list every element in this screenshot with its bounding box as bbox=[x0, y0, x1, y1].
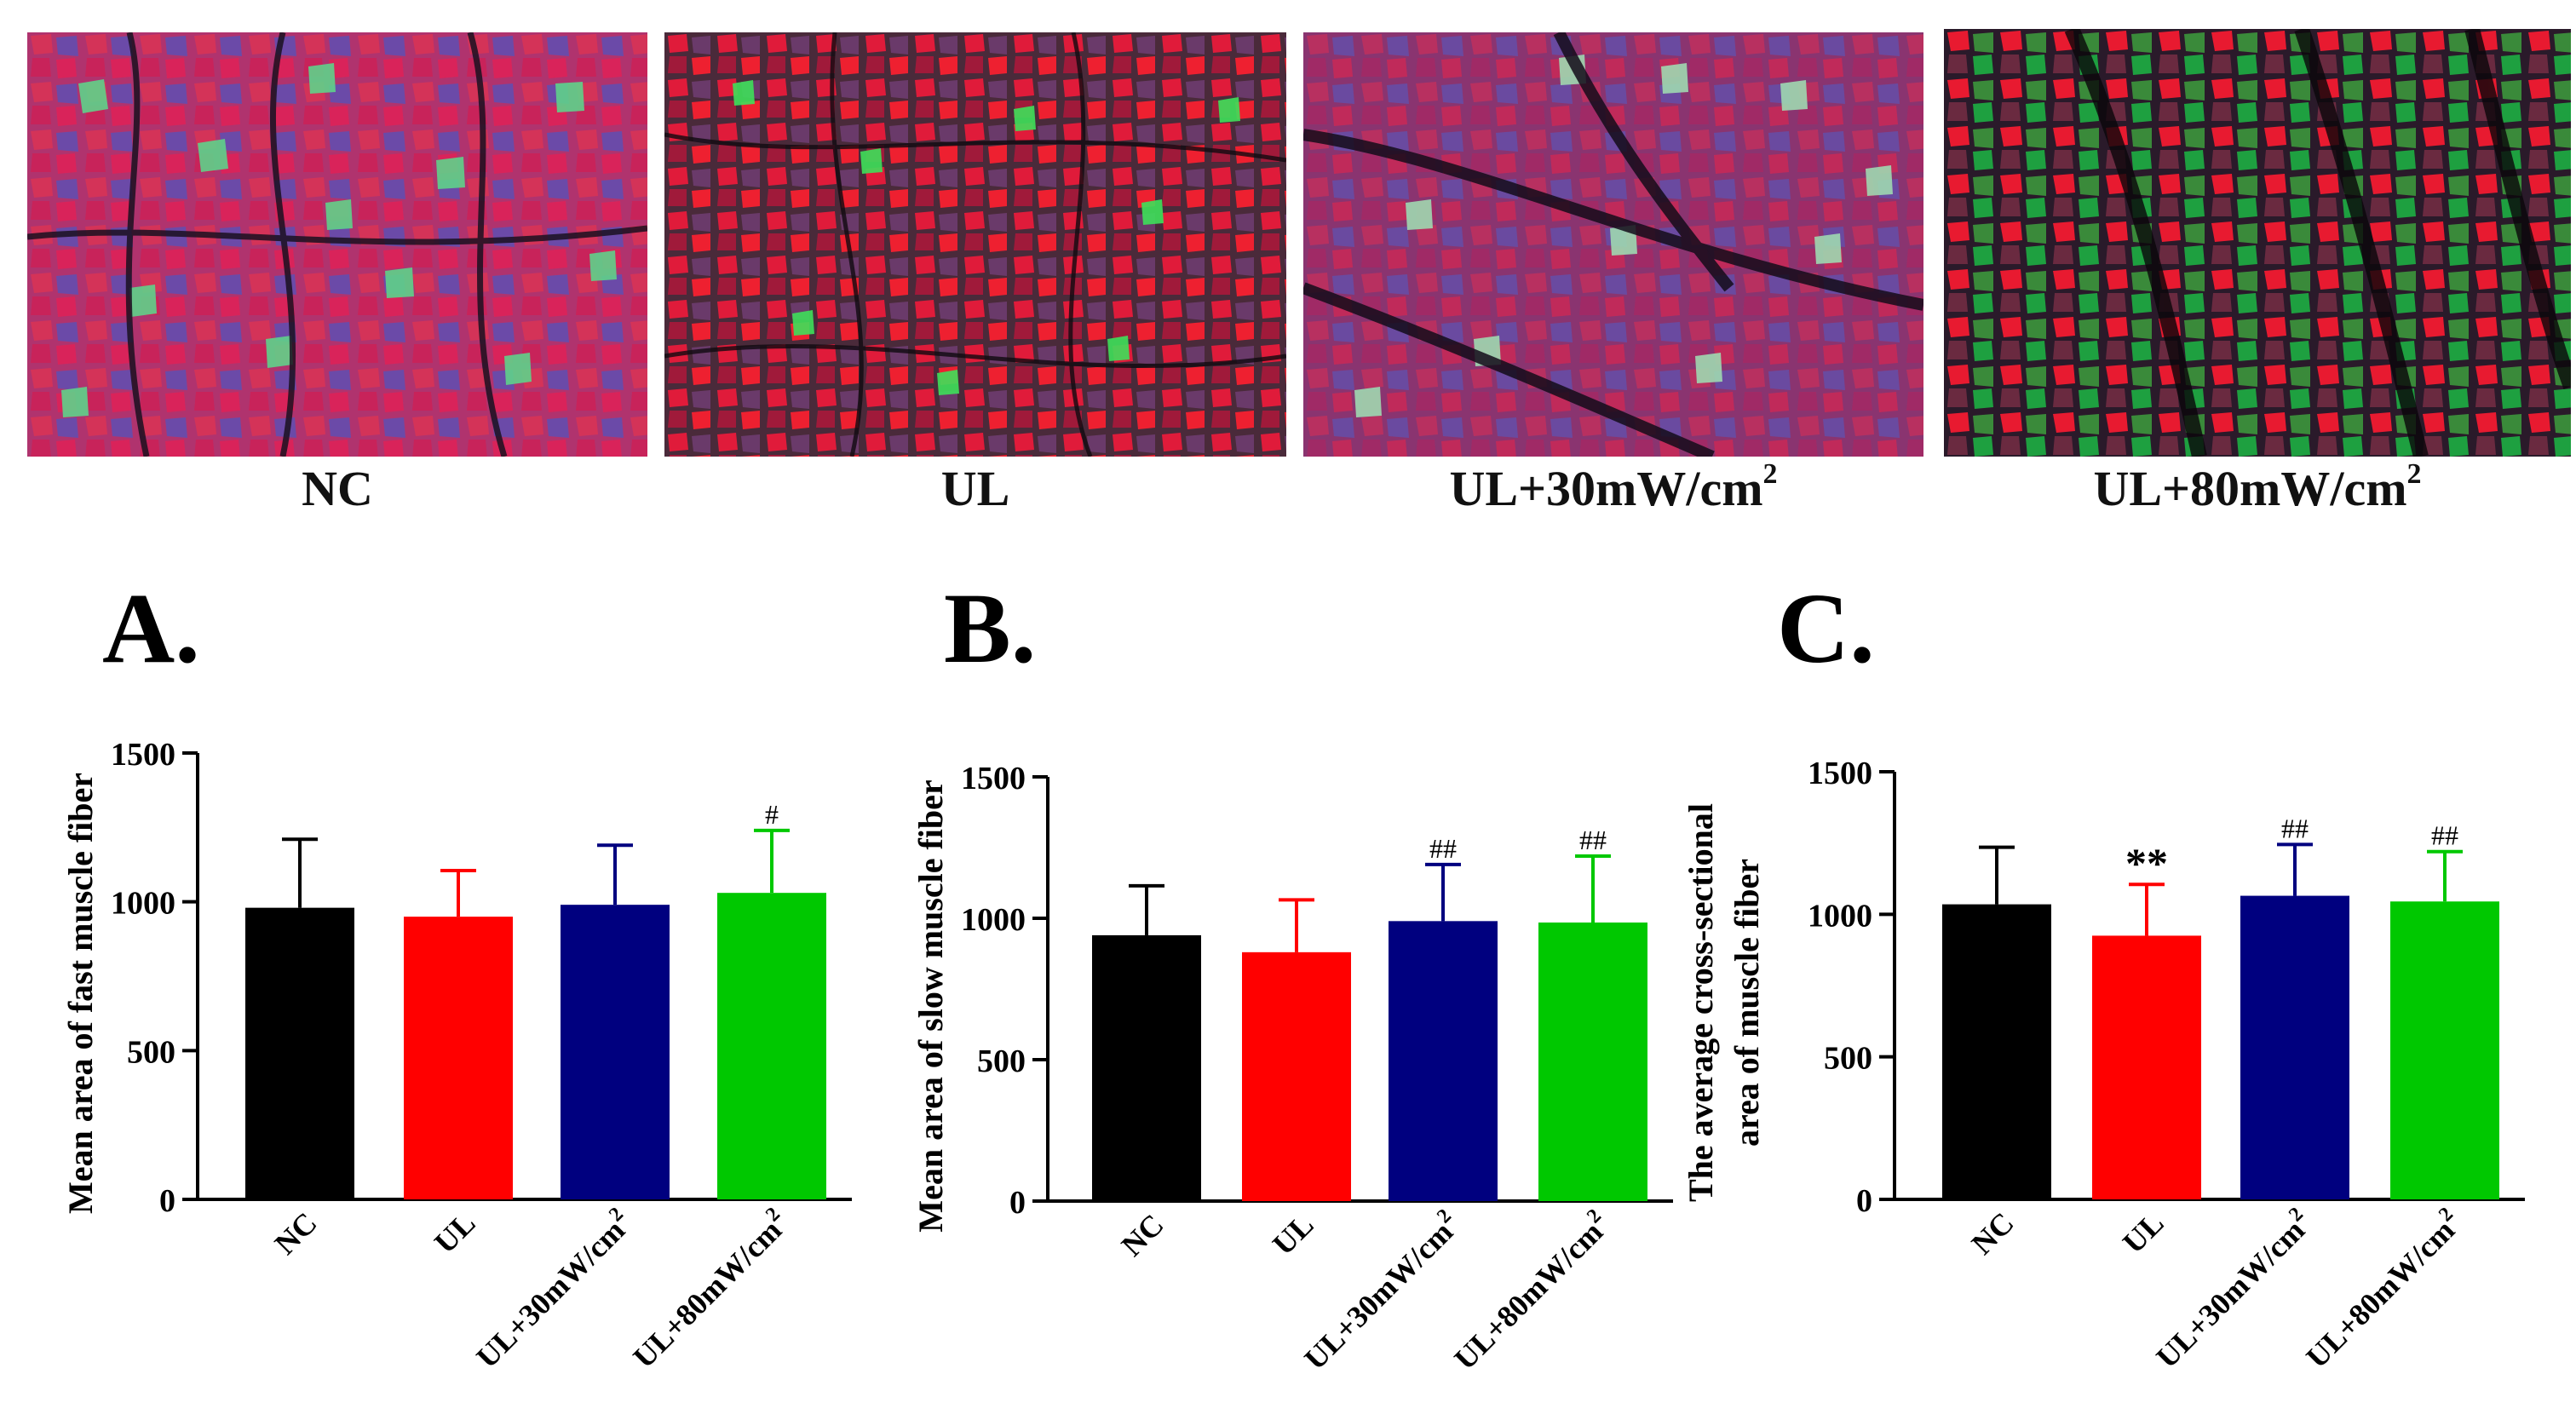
bar-ul-80mw-cm bbox=[2390, 901, 2499, 1199]
y-axis-label: Mean area of fast muscle fiber bbox=[61, 773, 100, 1214]
chart-c: 0 500 1000 1500 The average cross-sectional a… bbox=[1682, 756, 2525, 1375]
y-axis-label: The average cross-sectional bbox=[1682, 803, 1720, 1202]
y-axis-label: area of muscle fiber bbox=[1728, 859, 1766, 1147]
x-tick-label: UL+30mW/cm2 bbox=[467, 1204, 638, 1375]
y-tick-label: 0 bbox=[1856, 1183, 1872, 1219]
bar-ul-30mw-cm bbox=[1389, 921, 1498, 1201]
bar-ul-80mw-cm bbox=[1538, 922, 1647, 1201]
micrograph-label-ul: UL bbox=[940, 461, 1010, 516]
bar-ul-30mw-cm bbox=[561, 905, 670, 1199]
bar-ul-30mw-cm bbox=[2240, 895, 2349, 1199]
micrograph-nc bbox=[27, 32, 647, 457]
x-tick-label: NC bbox=[1965, 1205, 2021, 1261]
bar-ul bbox=[404, 917, 513, 1199]
significance-annotation: ## bbox=[1429, 833, 1457, 864]
significance-annotation: ** bbox=[2125, 839, 2168, 887]
x-tick-label: NC bbox=[268, 1205, 324, 1261]
x-tick-label: UL+80mW/cm2 bbox=[1445, 1205, 1616, 1377]
significance-annotation: ## bbox=[1579, 825, 1607, 855]
micrograph-ul bbox=[664, 32, 1286, 457]
y-tick-label: 1500 bbox=[1808, 756, 1872, 791]
y-tick-label: 1500 bbox=[111, 737, 175, 773]
micrograph-ul-80 bbox=[1944, 29, 2571, 457]
bar-ul bbox=[1242, 951, 1351, 1201]
bar-nc bbox=[1092, 934, 1201, 1201]
micrograph-ul-30 bbox=[1303, 32, 1923, 457]
x-tick-label: UL bbox=[2116, 1205, 2171, 1260]
y-tick-label: 0 bbox=[1009, 1185, 1026, 1221]
x-tick-label: NC bbox=[1115, 1207, 1170, 1262]
chart-b: 0 500 1000 1500 Mean area of slow muscle fib… bbox=[911, 761, 1673, 1377]
panel-letter-b: B. bbox=[944, 572, 1037, 684]
micrograph-label-ul-30: UL+30mW/cm2 bbox=[1449, 458, 1778, 517]
y-tick-label: 500 bbox=[127, 1034, 175, 1070]
panel-letter-a: A. bbox=[102, 572, 200, 684]
y-tick-label: 1000 bbox=[1808, 898, 1872, 934]
y-tick-label: 1000 bbox=[961, 902, 1026, 938]
panel-letter-c: C. bbox=[1777, 572, 1875, 684]
x-tick-label: UL+80mW/cm2 bbox=[2297, 1204, 2468, 1375]
micrograph-label-ul-80: UL+80mW/cm2 bbox=[2093, 458, 2422, 517]
bar-nc bbox=[1942, 904, 2051, 1199]
bar-ul bbox=[2092, 935, 2201, 1199]
y-tick-label: 500 bbox=[977, 1043, 1026, 1079]
y-tick-label: 500 bbox=[1824, 1041, 1872, 1077]
significance-annotation: ## bbox=[2431, 820, 2458, 851]
y-tick-label: 0 bbox=[159, 1183, 175, 1219]
bar-nc bbox=[245, 907, 354, 1199]
x-tick-label: UL bbox=[428, 1205, 482, 1260]
micrograph-label-nc: NC bbox=[302, 461, 373, 516]
chart-a: 0 500 1000 1500 Mean area of fast muscle fib… bbox=[61, 737, 852, 1375]
y-tick-label: 1000 bbox=[111, 886, 175, 922]
x-tick-label: UL+30mW/cm2 bbox=[1295, 1205, 1466, 1377]
significance-annotation: # bbox=[765, 799, 779, 830]
significance-annotation: ## bbox=[2281, 813, 2309, 843]
x-tick-label: UL+30mW/cm2 bbox=[2147, 1204, 2318, 1375]
x-tick-label: UL bbox=[1266, 1207, 1320, 1262]
bar-ul-80mw-cm bbox=[717, 893, 826, 1199]
y-tick-label: 1500 bbox=[961, 761, 1026, 796]
x-tick-label: UL+80mW/cm2 bbox=[624, 1204, 795, 1375]
y-axis-label: Mean area of slow muscle fiber bbox=[911, 779, 950, 1232]
